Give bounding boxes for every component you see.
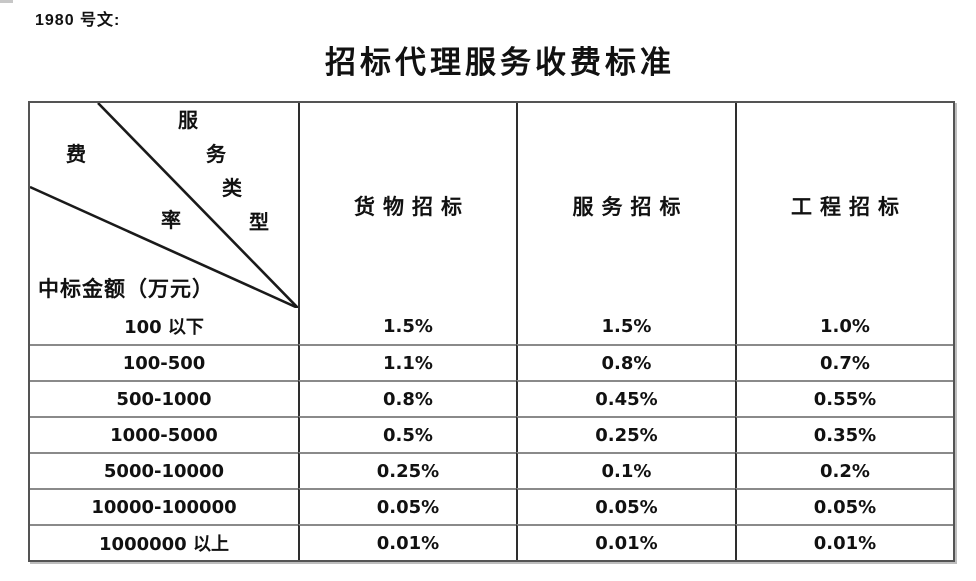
doc-number-label: 1980 号文: xyxy=(35,12,121,29)
corner-service-type-char: 务 xyxy=(206,144,226,166)
table-header-row: 服 务 类 型 费 率 中标金额（万元） 货物招标 服务招标 工程招标 xyxy=(30,103,953,308)
rate-cell: 0.05% xyxy=(516,488,735,524)
table-row: 10000-100000 0.05% 0.05% 0.05% xyxy=(30,488,953,524)
rate-cell: 0.35% xyxy=(735,416,953,452)
rate-cell: 0.45% xyxy=(516,380,735,416)
column-header-engineering-bidding: 工程招标 xyxy=(735,103,953,308)
table-row: 100 以下 1.5% 1.5% 1.0% xyxy=(30,308,953,344)
amount-range-cell: 100 以下 xyxy=(124,317,204,338)
page-corner-artifact xyxy=(0,0,13,3)
rate-cell: 0.1% xyxy=(516,452,735,488)
amount-range-cell: 1000-5000 xyxy=(30,416,298,452)
rate-cell: 0.7% xyxy=(735,344,953,380)
diagonal-corner-cell: 服 务 类 型 费 率 中标金额（万元） xyxy=(30,103,298,308)
rate-cell: 0.05% xyxy=(735,488,953,524)
column-header-goods-bidding: 货物招标 xyxy=(298,103,516,308)
table-row: 1000-5000 0.5% 0.25% 0.35% xyxy=(30,416,953,452)
diagonal-divider-lines xyxy=(30,103,298,308)
corner-service-type-char: 型 xyxy=(249,212,269,234)
rate-cell: 0.8% xyxy=(298,380,516,416)
corner-fee-rate-char: 率 xyxy=(161,210,181,232)
rate-cell: 0.01% xyxy=(735,524,953,560)
rate-cell: 0.01% xyxy=(516,524,735,560)
amount-range-cell: 100-500 xyxy=(30,344,298,380)
rate-cell: 1.5% xyxy=(516,308,735,344)
column-header-service-bidding: 服务招标 xyxy=(516,103,735,308)
rate-cell: 0.05% xyxy=(298,488,516,524)
rate-cell: 1.5% xyxy=(298,308,516,344)
corner-fee-rate-char: 费 xyxy=(66,144,86,166)
rate-cell: 1.0% xyxy=(735,308,953,344)
fee-standard-table: 服 务 类 型 费 率 中标金额（万元） 货物招标 服务招标 工程招标 100 … xyxy=(28,101,955,562)
rate-cell: 0.2% xyxy=(735,452,953,488)
corner-amount-label: 中标金额（万元） xyxy=(38,277,214,301)
amount-range-cell: 10000-100000 xyxy=(30,488,298,524)
table-row: 100-500 1.1% 0.8% 0.7% xyxy=(30,344,953,380)
rate-cell: 0.5% xyxy=(298,416,516,452)
amount-range-cell: 500-1000 xyxy=(30,380,298,416)
amount-range-cell: 5000-10000 xyxy=(30,452,298,488)
corner-service-type-char: 服 xyxy=(178,110,198,132)
rate-cell: 0.8% xyxy=(516,344,735,380)
amount-range-cell: 1000000 以上 xyxy=(30,524,298,560)
table-row: 500-1000 0.8% 0.45% 0.55% xyxy=(30,380,953,416)
table-row: 1000000 以上 0.01% 0.01% 0.01% xyxy=(30,524,953,560)
rate-cell: 0.25% xyxy=(516,416,735,452)
page-title: 招标代理服务收费标准 xyxy=(325,45,675,80)
rate-cell: 0.01% xyxy=(298,524,516,560)
rate-cell: 0.25% xyxy=(298,452,516,488)
rate-cell: 0.55% xyxy=(735,380,953,416)
table-row: 5000-10000 0.25% 0.1% 0.2% xyxy=(30,452,953,488)
rate-cell: 1.1% xyxy=(298,344,516,380)
corner-service-type-char: 类 xyxy=(222,178,242,200)
